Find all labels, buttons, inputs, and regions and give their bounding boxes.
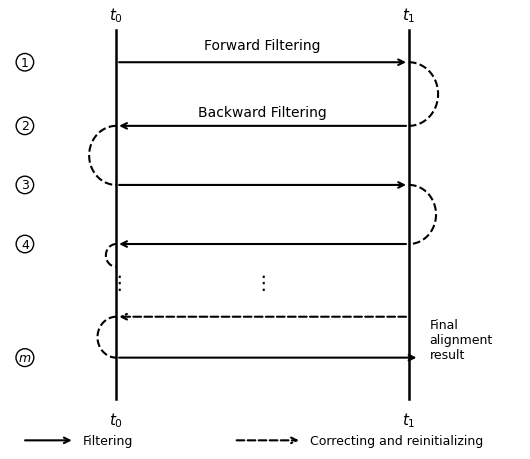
Text: 4: 4 xyxy=(21,238,29,251)
Text: $t_0$: $t_0$ xyxy=(109,410,123,429)
Text: Filtering: Filtering xyxy=(82,434,132,447)
Text: 3: 3 xyxy=(21,179,29,192)
Text: Backward Filtering: Backward Filtering xyxy=(198,106,327,120)
Text: ⋮: ⋮ xyxy=(109,274,129,292)
Text: 1: 1 xyxy=(21,56,29,70)
Text: Correcting and reinitializing: Correcting and reinitializing xyxy=(310,434,483,447)
Text: 2: 2 xyxy=(21,120,29,133)
Text: $m$: $m$ xyxy=(18,351,32,364)
Text: Final
alignment
result: Final alignment result xyxy=(430,318,493,361)
Text: Forward Filtering: Forward Filtering xyxy=(205,39,321,53)
Text: $t_0$: $t_0$ xyxy=(109,6,123,24)
Text: $t_1$: $t_1$ xyxy=(402,6,416,24)
Text: $t_1$: $t_1$ xyxy=(402,410,416,429)
Text: ⋮: ⋮ xyxy=(253,274,272,292)
